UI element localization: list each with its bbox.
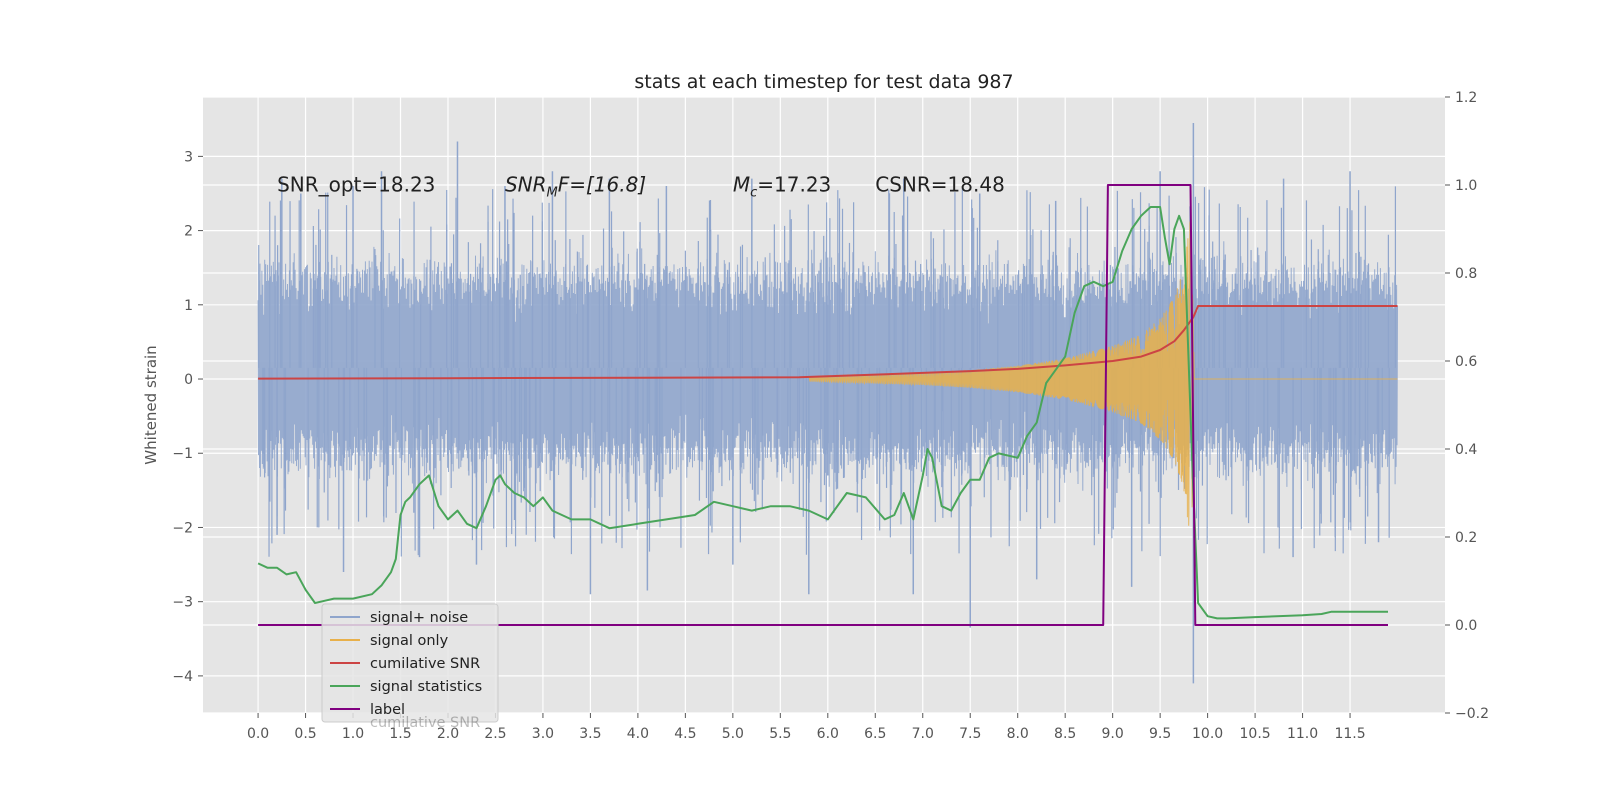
- x-tick-label: 0.5: [294, 726, 316, 742]
- x-tick-label: 4.5: [674, 726, 696, 742]
- annotation-text: Mc=17.23: [733, 173, 831, 201]
- x-tick-label: 6.0: [817, 726, 839, 742]
- series-signal-statistics: [257, 206, 1388, 620]
- x-tick-label: 10.5: [1240, 726, 1271, 742]
- annotation-text: SNR_opt=18.23: [277, 173, 435, 197]
- legend-label: cumilative SNR: [370, 656, 480, 672]
- x-tick-label: 9.5: [1149, 726, 1171, 742]
- y2-tick-label: 0.0: [1455, 618, 1477, 634]
- x-tick-label: 2.5: [484, 726, 506, 742]
- legend-label: signal statistics: [370, 679, 482, 695]
- legend-ghost-text: cumilative SNR: [370, 715, 480, 731]
- x-tick-label: 5.0: [722, 726, 744, 742]
- y-tick-label: 3: [184, 149, 193, 165]
- y2-tick-label: 0.2: [1455, 530, 1477, 546]
- series-signal-noise: [257, 122, 1398, 684]
- y-tick-label: 1: [184, 298, 193, 314]
- legend-label: signal only: [370, 633, 449, 649]
- legend: cumilative SNR signal+ noise signal only cu…: [321, 603, 499, 731]
- y2-tick-label: −0.2: [1455, 706, 1489, 722]
- series-label: [258, 184, 1388, 626]
- axes: 0.0 0.5 1.0 1.5 2.0 2.5 3.0 3.5 4.0 4.5 5.0 5.5 6.0 6…: [172, 90, 1489, 742]
- annotation-text: CSNR=18.48: [875, 173, 1005, 197]
- series-line: [257, 206, 1388, 620]
- x-tick-label: 4.0: [627, 726, 649, 742]
- y-tick-label: 2: [184, 224, 193, 240]
- x-tick-label: 0.0: [247, 726, 269, 742]
- y-tick-label: 0: [184, 372, 193, 388]
- x-tick-label: 6.5: [864, 726, 886, 742]
- noise-trace: [257, 241, 1398, 498]
- series-layer: [257, 122, 1398, 684]
- y2-tick-label: 0.4: [1455, 442, 1477, 458]
- x-tick-label: 10.0: [1192, 726, 1223, 742]
- x-tick-label: 11.5: [1334, 726, 1365, 742]
- legend-label: label: [370, 702, 405, 718]
- y2-tick-label: 1.0: [1455, 178, 1477, 194]
- x-tick-label: 9.0: [1102, 726, 1124, 742]
- y2-tick-label: 0.6: [1455, 354, 1477, 370]
- x-tick-label: 8.5: [1054, 726, 1076, 742]
- y-tick-label: −4: [172, 669, 193, 685]
- y2-tick-label: 0.8: [1455, 266, 1477, 282]
- legend-box: [321, 603, 499, 723]
- series-line: [258, 184, 1388, 626]
- x-tick-label: 8.0: [1007, 726, 1029, 742]
- chart-title: stats at each timestep for test data 987: [634, 71, 1013, 93]
- y2-tick-label: 1.2: [1455, 90, 1477, 106]
- y-axis-label: Whitened strain: [142, 345, 160, 464]
- x-tick-label: 11.0: [1287, 726, 1318, 742]
- x-tick-label: 1.5: [389, 726, 411, 742]
- x-tick-label: 7.0: [912, 726, 934, 742]
- y-tick-label: −2: [172, 520, 193, 536]
- annotations: SNR_opt=18.23 SNRMF=[16.8] Mc=17.23 CSNR=18…: [277, 173, 1005, 201]
- y-tick-label: −3: [172, 595, 193, 611]
- x-tick-label: 1.0: [342, 726, 364, 742]
- annotation-text: SNRMF=[16.8]: [505, 173, 646, 201]
- x-tick-label: 3.5: [579, 726, 601, 742]
- x-tick-label: 2.0: [437, 726, 459, 742]
- y-tick-label: −1: [172, 446, 193, 462]
- x-tick-label: 3.0: [532, 726, 554, 742]
- x-tick-label: 5.5: [769, 726, 791, 742]
- legend-label: signal+ noise: [370, 610, 468, 626]
- x-tick-label: 7.5: [959, 726, 981, 742]
